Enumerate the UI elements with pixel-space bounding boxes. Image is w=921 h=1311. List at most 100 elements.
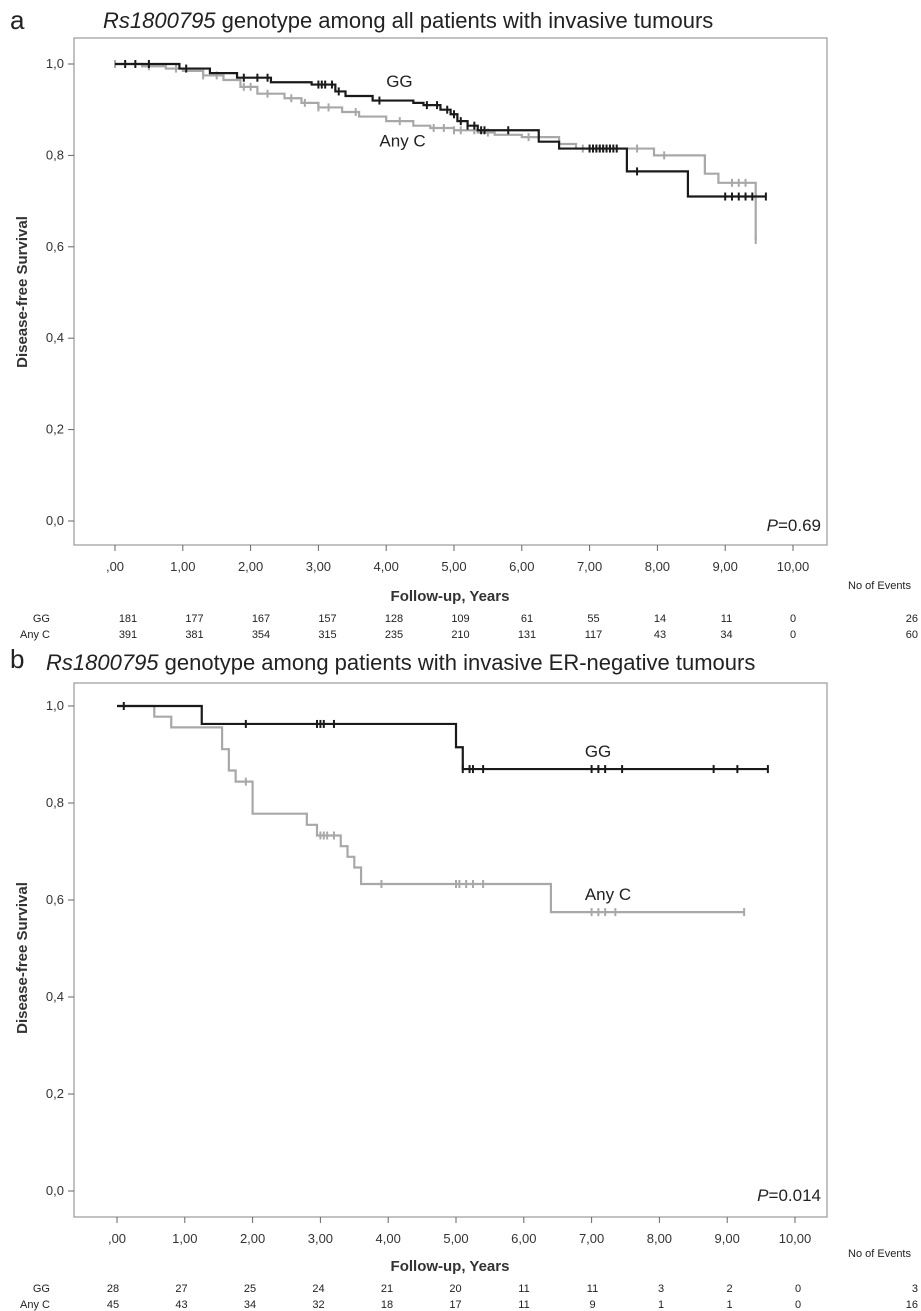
pb-ytick-label: 0,0 [46,1183,64,1198]
pb-xtick-label: 6,00 [511,1231,536,1246]
pb-ytick-label: 0,8 [46,795,64,810]
title-b-italic: Rs1800795 [46,650,159,675]
p-value-text-b: =0.014 [769,1186,821,1205]
pb-risk-count-gg: 28 [107,1283,119,1295]
pb-risk-count-any-c: 1 [726,1299,732,1311]
p-label-b: P [757,1186,769,1205]
pa-xtick-label: 3,00 [306,559,331,574]
title-a-rest: genotype among all patients with invasiv… [216,8,714,33]
pb-ytick-label: 0,6 [46,892,64,907]
pb-risk-count-any-c: 32 [312,1299,324,1311]
pb-risk-count-any-c: 34 [244,1299,256,1311]
pa-risk-count-any-c: 0 [790,629,796,641]
y-axis-b: 0,0 0,2 0,4 0,6 0,8 1,0 [46,698,74,1198]
x-axis-a: ,00 1,00 2,00 3,00 4,00 5,00 6,00 7,00 8,00 9,00 1… [106,545,809,574]
pb-risk-count-any-c: 1 [658,1299,664,1311]
pa-xtick-label: 1,00 [170,559,195,574]
pa-risk-count-any-c: 43 [654,629,666,641]
panel-letter-a: a [10,5,25,35]
pb-risk-count-gg: 11 [518,1283,529,1295]
x-axis-b: ,00 1,00 2,00 3,00 4,00 5,00 6,00 7,00 8,00 9,00 1… [108,1217,811,1246]
pb-events-count-any-c: 16 [906,1299,918,1311]
panel-a: a Rs1800795 genotype among all patients … [10,5,918,641]
pa-risk-count-any-c: 117 [585,629,603,641]
pa-risk-count-any-c: 315 [318,629,336,641]
risk-header-a: No of Events [848,580,911,592]
pb-ytick-label: 0,2 [46,1086,64,1101]
pb-ytick-label: 0,4 [46,989,64,1004]
pb-risk-count-gg: 24 [312,1283,324,1295]
chart-title-a: Rs1800795 genotype among all patients wi… [103,8,713,33]
curves-b: Any C GG [117,702,769,917]
pb-xtick-label: 8,00 [647,1231,672,1246]
pa-risk-count-any-c: 354 [252,629,270,641]
pa-risk-count-gg: 11 [721,613,732,625]
pb-risk-row-label-gg: GG [33,1283,50,1295]
plot-frame-b [73,682,828,1218]
x-axis-label-b: Follow-up, Years [391,1258,510,1275]
pa-xtick-label: 8,00 [645,559,670,574]
pa-xtick-label: ,00 [106,559,124,574]
pb-risk-count-gg: 3 [658,1283,664,1295]
pb-ytick-label: 1,0 [46,698,64,713]
pb-risk-count-gg: 21 [381,1283,393,1295]
pb-xtick-label: 1,00 [172,1231,197,1246]
pa-risk-count-gg: 61 [521,613,533,625]
pa-xtick-label: 7,00 [577,559,602,574]
risk-table-a: GG 181 177 167 157 128 109 61 55 14 11 0 26 Any C 391 3… [20,613,918,641]
pa-ytick-label: 1,0 [46,56,64,71]
y-axis-label-a: Disease-free Survival [14,216,31,368]
pb-risk-count-any-c: 0 [795,1299,801,1311]
p-value-b: P=0.014 [757,1186,821,1205]
pb-xtick-label: 10,00 [779,1231,812,1246]
pa-ytick-label: 0,4 [46,330,64,345]
pa-xtick-label: 6,00 [509,559,534,574]
pa-ytick-label: 0,8 [46,147,64,162]
pb-xtick-label: 7,00 [579,1231,604,1246]
pa-xtick-label: 5,00 [441,559,466,574]
pa-curve-label-any-c: Any C [379,131,425,150]
pa-risk-count-any-c: 210 [451,629,469,641]
pb-xtick-label: 9,00 [715,1231,740,1246]
pa-risk-count-any-c: 391 [119,629,137,641]
pb-xtick-label: 4,00 [376,1231,401,1246]
pa-events-count-any-c: 60 [906,629,918,641]
pb-risk-count-gg: 20 [449,1283,461,1295]
pa-risk-count-gg: 128 [385,613,403,625]
pa-ytick-label: 0,0 [46,513,64,528]
pb-risk-count-any-c: 9 [589,1299,595,1311]
pa-xtick-label: 9,00 [713,559,738,574]
pb-risk-count-any-c: 45 [107,1299,119,1311]
pa-xtick-label: 10,00 [777,559,810,574]
pb-risk-count-gg: 25 [244,1283,256,1295]
title-a-italic: Rs1800795 [103,8,216,33]
p-value-a: P=0.69 [767,516,821,535]
pa-risk-row-label-any-c: Any C [20,629,50,641]
pb-xtick-label: ,00 [108,1231,126,1246]
pa-risk-row-label-gg: GG [33,613,50,625]
pa-events-count-gg: 26 [906,613,918,625]
y-axis-label-b: Disease-free Survival [14,882,31,1034]
pa-xtick-label: 4,00 [374,559,399,574]
pb-risk-count-gg: 27 [175,1283,187,1295]
pb-risk-count-any-c: 18 [381,1299,393,1311]
plot-frame-a [73,37,828,546]
pa-ytick-label: 0,2 [46,422,64,437]
y-axis-a: 0,0 0,2 0,4 0,6 0,8 1,0 [46,56,74,528]
pb-risk-count-gg: 11 [587,1283,598,1295]
pb-xtick-label: 3,00 [308,1231,333,1246]
pa-risk-count-gg: 167 [252,613,270,625]
title-b-rest: genotype among patients with invasive ER… [159,650,756,675]
pa-risk-count-gg: 157 [318,613,336,625]
pa-xtick-label: 2,00 [238,559,263,574]
pb-xtick-label: 2,00 [240,1231,265,1246]
pa-risk-count-gg: 0 [790,613,796,625]
pa-curve-label-gg: GG [386,72,412,91]
pa-risk-count-gg: 109 [451,613,469,625]
pa-risk-count-gg: 14 [654,613,666,625]
pa-risk-count-any-c: 34 [720,629,732,641]
chart-title-b: Rs1800795 genotype among patients with i… [46,650,755,675]
pb-survival-curve-any-c [117,704,745,914]
